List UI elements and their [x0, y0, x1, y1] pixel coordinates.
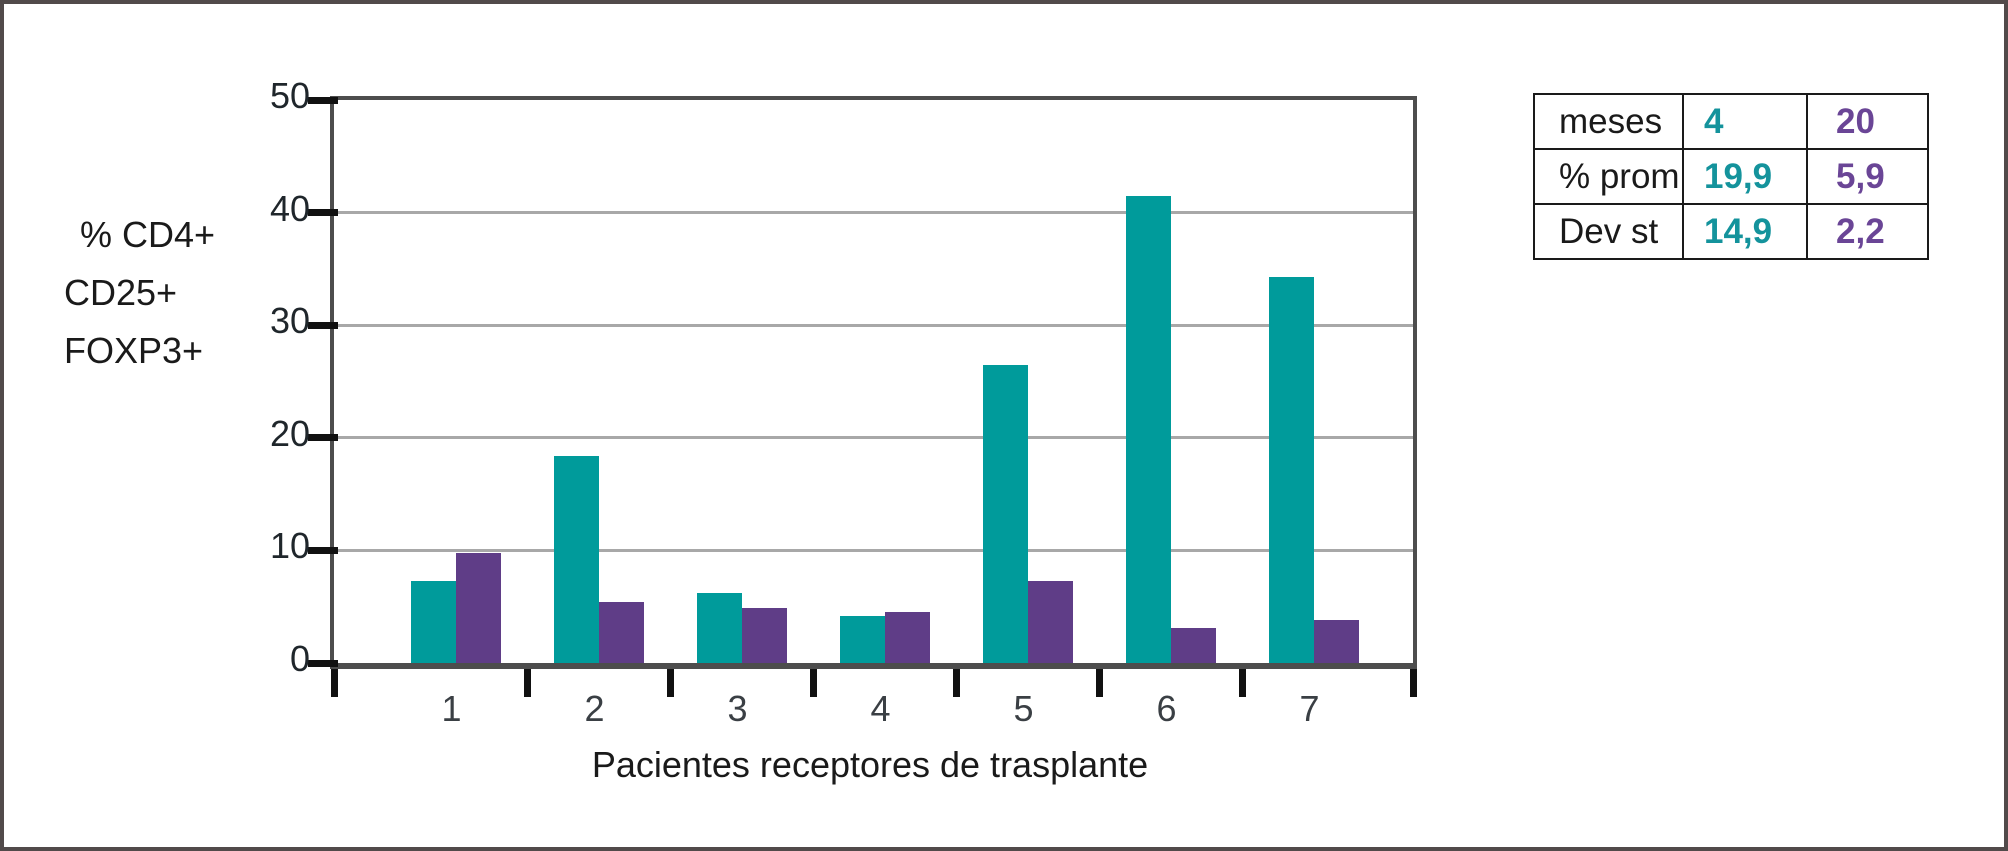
y-tick-label: 40 — [269, 187, 310, 229]
bar-20meses-p5 — [1027, 580, 1073, 663]
x-category-label: 2 — [584, 688, 605, 729]
stats-value-20m: 2,2 — [1806, 203, 1929, 260]
y-axis-tick — [308, 659, 338, 667]
plot-inner — [308, 96, 1417, 697]
bar-4meses-p2 — [553, 455, 599, 663]
x-axis-tick — [666, 669, 674, 697]
bar-4meses-p3 — [696, 593, 742, 663]
x-axis-tick — [809, 669, 817, 697]
x-category-label: 1 — [441, 688, 462, 729]
bar-4meses-p1 — [410, 580, 456, 663]
gridline — [334, 211, 1413, 215]
x-axis-tick — [1409, 669, 1417, 697]
y-tick-label: 20 — [269, 412, 310, 454]
x-axis-tick — [1095, 669, 1103, 697]
x-axis-tick — [1238, 669, 1246, 697]
bar-20meses-p3 — [741, 607, 787, 663]
x-category-label: 3 — [727, 688, 748, 729]
y-axis-tick — [308, 209, 338, 217]
x-axis-tick — [952, 669, 960, 697]
y-axis-label: % CD4+ CD25+ FOXP3+ — [64, 206, 215, 380]
gridline — [334, 548, 1413, 552]
stats-row-label: meses — [1533, 93, 1684, 150]
y-axis-tick — [308, 546, 338, 554]
stats-value-20m: 5,9 — [1806, 148, 1929, 205]
x-category-label: 4 — [870, 688, 891, 729]
y-tick-label: 50 — [269, 75, 310, 116]
bar-4meses-p5 — [982, 364, 1028, 663]
stats-row-label: % prom — [1533, 148, 1684, 205]
bar-20meses-p2 — [598, 602, 644, 663]
y-axis-tick — [308, 321, 338, 329]
table-row: Dev st 14,9 2,2 — [1533, 203, 1929, 260]
stats-value-20m: 20 — [1806, 93, 1929, 150]
x-axis-tick — [330, 669, 338, 697]
bar-20meses-p6 — [1170, 628, 1216, 663]
bar-20meses-p7 — [1313, 620, 1359, 663]
stats-value-4m: 19,9 — [1682, 148, 1808, 205]
gridline — [334, 436, 1413, 440]
bar-20meses-p1 — [455, 552, 501, 663]
stats-row-label: Dev st — [1533, 203, 1684, 260]
stats-value-4m: 4 — [1682, 93, 1808, 150]
y-axis-tick — [308, 96, 338, 104]
y-axis-label-line: FOXP3+ — [64, 330, 204, 371]
bar-4meses-p7 — [1268, 276, 1314, 663]
x-category-label: 5 — [1013, 688, 1034, 729]
x-axis-tick — [523, 669, 531, 697]
y-tick-label: 0 — [289, 638, 310, 679]
x-axis-title: Pacientes receptores de trasplante — [591, 744, 1149, 785]
y-tick-label: 30 — [269, 300, 310, 342]
stats-value-4m: 14,9 — [1682, 203, 1808, 260]
x-category-label: 6 — [1156, 688, 1177, 729]
stats-table: meses 4 20 % prom 19,9 5,9 Dev st 14,9 2… — [1533, 93, 1929, 260]
table-row: % prom 19,9 5,9 — [1533, 148, 1929, 205]
x-category-label: 7 — [1299, 688, 1320, 729]
chart-plot — [308, 96, 1417, 697]
bar-4meses-p4 — [839, 615, 885, 663]
table-row: meses 4 20 — [1533, 93, 1929, 150]
y-axis-label-line: CD25+ — [64, 272, 178, 313]
gridline — [334, 323, 1413, 327]
bar-20meses-p4 — [884, 612, 930, 663]
y-tick-label: 10 — [269, 525, 310, 567]
y-axis-tick — [308, 434, 338, 442]
bar-4meses-p6 — [1125, 195, 1171, 663]
y-axis-label-line: % CD4+ — [80, 214, 216, 255]
